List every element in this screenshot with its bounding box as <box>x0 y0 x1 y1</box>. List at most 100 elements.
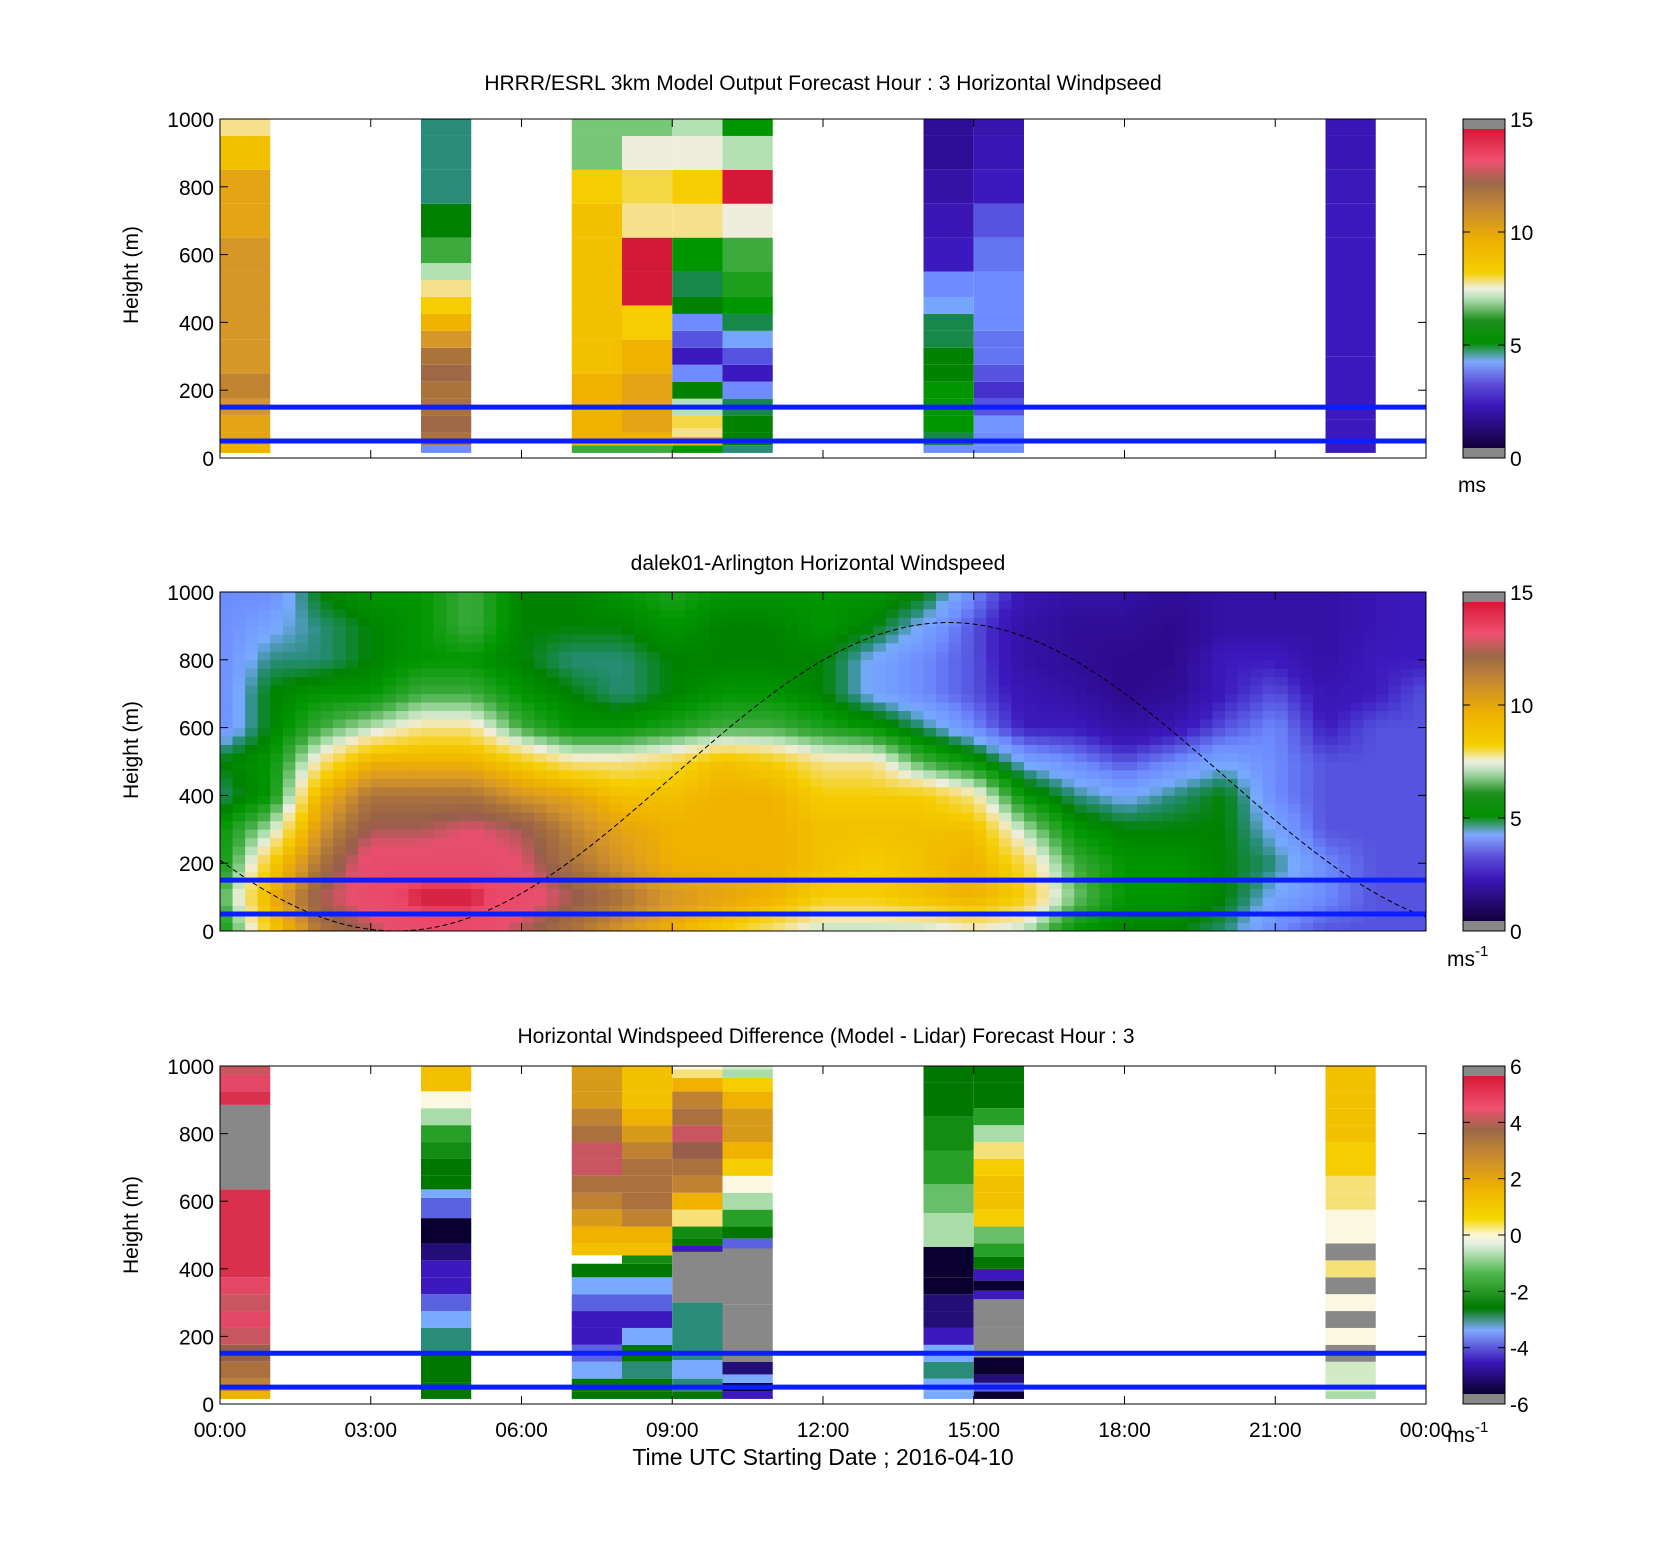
heatmap-cell <box>496 863 510 873</box>
heatmap-cell <box>986 642 1000 652</box>
heatmap-cell <box>1124 753 1138 762</box>
heatmap-cell <box>973 203 1024 238</box>
heatmap-cell <box>295 719 309 729</box>
heatmap-cell <box>910 897 924 906</box>
heatmap-cell <box>345 736 359 745</box>
heatmap-cell <box>1111 778 1125 788</box>
heatmap-cell <box>270 871 284 881</box>
heatmap-cell <box>1262 592 1276 601</box>
x-tick-label: 21:00 <box>1249 1419 1302 1442</box>
heatmap-cell <box>747 608 761 618</box>
heatmap-cell <box>659 659 673 669</box>
heatmap-cell <box>936 922 950 932</box>
heatmap-cell <box>998 888 1012 898</box>
heatmap-cell <box>1124 922 1138 932</box>
heatmap-cell <box>1061 592 1075 601</box>
colorbar-unit: ms <box>1458 474 1486 497</box>
heatmap-cell <box>1074 837 1088 847</box>
heatmap-cell <box>948 710 962 720</box>
heatmap-cell <box>1086 880 1100 890</box>
heatmap-cell <box>1011 642 1025 652</box>
panel-difference-heatmap <box>220 1066 1376 1399</box>
heatmap-cell <box>508 702 522 712</box>
heatmap-cell <box>1074 863 1088 873</box>
heatmap-cell <box>1061 685 1075 695</box>
heatmap-cell <box>672 1125 723 1143</box>
heatmap-cell <box>747 727 761 737</box>
heatmap-cell <box>433 888 447 898</box>
heatmap-cell <box>521 634 535 644</box>
heatmap-cell <box>1350 820 1364 830</box>
heatmap-cell <box>320 795 334 805</box>
heatmap-cell <box>785 744 799 754</box>
heatmap-cell <box>220 271 271 306</box>
heatmap-cell <box>433 820 447 830</box>
heatmap-cell <box>634 829 648 839</box>
heatmap-cell <box>1338 719 1352 729</box>
heatmap-cell <box>860 744 874 754</box>
heatmap-cell <box>936 863 950 873</box>
heatmap-cell <box>559 846 573 856</box>
heatmap-cell <box>848 803 862 813</box>
heatmap-cell <box>1413 786 1427 796</box>
heatmap-cell <box>973 1256 1024 1269</box>
heatmap-cell <box>873 600 887 610</box>
heatmap-cell <box>1325 1209 1376 1227</box>
heatmap-cell <box>408 693 422 703</box>
heatmap-cell <box>295 914 309 923</box>
heatmap-cell <box>923 634 937 644</box>
heatmap-cell <box>1111 846 1125 856</box>
heatmap-cell <box>722 1142 773 1159</box>
heatmap-cell <box>1049 795 1063 805</box>
heatmap-cell <box>709 719 723 729</box>
heatmap-cell <box>232 914 246 923</box>
heatmap-cell <box>697 769 711 779</box>
heatmap-cell <box>1275 905 1289 915</box>
heatmap-cell <box>471 693 485 703</box>
heatmap-cell <box>1413 600 1427 610</box>
heatmap-cell <box>333 846 347 856</box>
heatmap-cell <box>672 634 686 644</box>
heatmap-cell <box>1199 634 1213 644</box>
colorbar-under-cap <box>1463 1394 1505 1404</box>
heatmap-cell <box>1375 744 1389 754</box>
heatmap-cell <box>1338 642 1352 652</box>
heatmap-cell <box>232 719 246 729</box>
heatmap-cell <box>521 914 535 923</box>
heatmap-cell <box>1199 803 1213 813</box>
heatmap-cell <box>257 702 271 712</box>
heatmap-cell <box>1061 837 1075 847</box>
heatmap-cell <box>1225 676 1238 686</box>
heatmap-cell <box>559 693 573 703</box>
heatmap-cell <box>622 1311 673 1328</box>
heatmap-cell <box>1237 608 1251 618</box>
heatmap-cell <box>823 753 836 762</box>
heatmap-cell <box>1137 753 1151 762</box>
heatmap-cell <box>1061 659 1075 669</box>
heatmap-cell <box>1287 914 1301 923</box>
heatmap-cell <box>584 617 598 627</box>
heatmap-cell <box>1262 702 1276 712</box>
heatmap-cell <box>873 702 887 712</box>
heatmap-cell <box>961 702 975 712</box>
heatmap-cell <box>1325 1260 1376 1278</box>
heatmap-cell <box>860 642 874 652</box>
heatmap-cell <box>659 769 673 779</box>
heatmap-cell <box>848 744 862 754</box>
heatmap-cell <box>785 736 799 745</box>
heatmap-cell <box>483 905 497 915</box>
heatmap-cell <box>559 668 573 678</box>
heatmap-cell <box>1363 837 1377 847</box>
heatmap-cell <box>760 608 774 618</box>
heatmap-cell <box>1061 888 1075 898</box>
heatmap-cell <box>860 846 874 856</box>
heatmap-cell <box>1325 1192 1376 1210</box>
heatmap-cell <box>923 727 937 737</box>
heatmap-cell <box>358 592 372 601</box>
heatmap-cell <box>571 1158 622 1176</box>
heatmap-cell <box>1061 829 1075 839</box>
heatmap-cell <box>1363 592 1377 601</box>
heatmap-cell <box>1275 617 1289 627</box>
heatmap-cell <box>521 863 535 873</box>
heatmap-cell <box>961 905 975 915</box>
